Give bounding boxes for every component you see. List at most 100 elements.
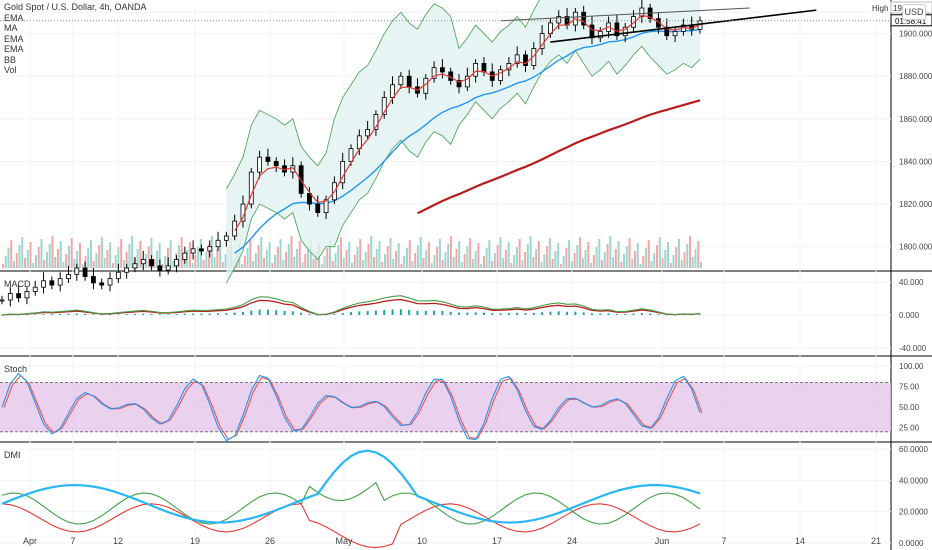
volume-bar xyxy=(290,236,293,268)
volume-bar xyxy=(438,239,441,268)
volume-bar xyxy=(639,264,642,268)
y-tick-label: 1840.000 xyxy=(899,157,932,166)
candle-body xyxy=(32,286,38,292)
countdown: 01:58:41 xyxy=(895,17,927,26)
candle-body xyxy=(99,282,105,286)
candle-body xyxy=(16,293,22,299)
volume-bar xyxy=(169,240,172,268)
macd-histogram-bar xyxy=(34,314,37,315)
volume-bar xyxy=(282,260,285,268)
y-tick-label: -40.000 xyxy=(899,344,927,353)
macd-histogram-bar xyxy=(350,312,352,315)
volume-bar xyxy=(254,253,257,268)
volume-bar xyxy=(70,238,73,268)
volume-bar xyxy=(361,260,364,268)
volume-bar xyxy=(23,258,26,268)
candle-body xyxy=(49,280,55,286)
volume-bar xyxy=(436,247,439,268)
volume-bar xyxy=(455,249,458,268)
volume-bar xyxy=(18,245,21,268)
currency-button[interactable]: USD xyxy=(902,4,926,20)
macd-histogram-bar xyxy=(391,309,394,315)
volume-bar xyxy=(241,264,244,268)
candle-body xyxy=(315,203,321,213)
x-tick-label: 17 xyxy=(492,536,502,546)
volume-bar xyxy=(628,238,631,268)
volume-bar xyxy=(120,239,123,268)
volume-bar xyxy=(180,237,183,268)
volume-bar xyxy=(263,258,266,268)
candle-body xyxy=(639,7,645,17)
volume-bar xyxy=(378,241,381,268)
candle-body xyxy=(556,16,562,24)
macd-histogram-bar xyxy=(482,312,485,315)
volume-bar xyxy=(507,242,510,268)
candle-body xyxy=(589,24,595,39)
candle-body xyxy=(581,11,587,26)
volume-bar xyxy=(667,242,670,268)
volume-bar xyxy=(389,238,392,268)
volume-bar xyxy=(161,264,164,268)
volume-bar xyxy=(579,237,582,268)
volume-bar xyxy=(546,246,549,268)
volume-bar xyxy=(246,248,249,268)
volume-bar xyxy=(367,244,370,268)
legend-bb[interactable]: BB xyxy=(4,54,17,65)
volume-bar xyxy=(400,264,403,268)
volume-bar xyxy=(81,264,84,268)
macd-histogram-bar xyxy=(117,314,120,315)
volume-bar xyxy=(114,255,117,268)
stoch-k-line xyxy=(1,372,701,442)
macd-histogram-bar xyxy=(275,310,278,315)
volume-bar xyxy=(449,236,452,268)
volume-bar xyxy=(279,239,282,268)
volume-bar xyxy=(543,254,546,268)
volume-bar xyxy=(287,244,290,268)
volume-bar xyxy=(678,239,681,268)
y-tick-label: 100.00 xyxy=(899,362,924,371)
volume-bar xyxy=(642,256,645,268)
volume-bar xyxy=(529,236,532,268)
candle-body xyxy=(365,129,371,137)
candle-body xyxy=(207,246,213,252)
volume-bar xyxy=(664,250,667,268)
macd-histogram-bar xyxy=(607,313,610,315)
legend-ema-2[interactable]: EMA xyxy=(4,33,24,44)
volume-bar xyxy=(518,239,521,268)
volume-bar xyxy=(95,253,98,268)
volume-bar xyxy=(4,256,7,268)
legend-ma[interactable]: MA xyxy=(4,23,18,33)
volume-bar xyxy=(650,261,653,268)
stoch-pane-label: Stoch xyxy=(4,364,28,374)
volume-bar xyxy=(309,238,312,268)
volume-bar xyxy=(26,250,29,268)
legend-ema-1[interactable]: EMA xyxy=(4,12,24,23)
macd-histogram-bar xyxy=(84,313,87,315)
volume-bar xyxy=(595,247,598,268)
volume-bar xyxy=(427,242,430,268)
volume-bar xyxy=(584,250,587,268)
volume-bar xyxy=(576,245,579,268)
macd-histogram-bar xyxy=(183,313,186,315)
volume-bar xyxy=(394,251,397,268)
macd-histogram-bar xyxy=(158,314,161,315)
volume-bar xyxy=(348,242,351,268)
volume-bar xyxy=(537,241,540,268)
volume-bar xyxy=(334,253,337,268)
volume-bar xyxy=(34,255,37,268)
macd-histogram-bar xyxy=(42,314,45,315)
volume-bar xyxy=(625,246,628,268)
volume-bar xyxy=(59,241,62,268)
volume-bar xyxy=(370,236,373,268)
volume-bar xyxy=(2,264,4,268)
legend-ema-3[interactable]: EMA xyxy=(4,44,24,54)
volume-bar xyxy=(562,256,565,268)
macd-histogram-bar xyxy=(682,314,685,316)
volume-bar xyxy=(532,257,535,268)
volume-bar xyxy=(329,240,332,268)
legend-vol[interactable]: Vol xyxy=(4,65,17,75)
candle-body xyxy=(614,22,620,37)
ema-fast-line xyxy=(234,14,701,232)
y-tick-label: 75.00 xyxy=(899,383,920,392)
